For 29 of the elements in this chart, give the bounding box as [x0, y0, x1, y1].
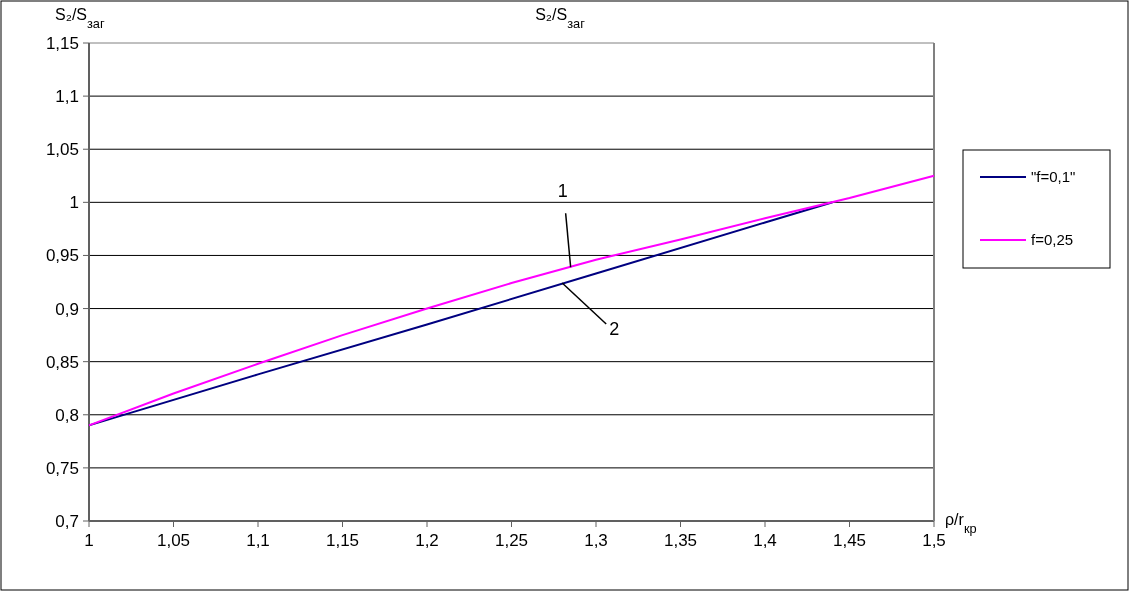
- x-tick-label: 1,1: [246, 531, 270, 550]
- y-tick-label: 1,05: [45, 140, 79, 160]
- y-tick-label: 0,95: [45, 246, 79, 266]
- x-axis-title: ρ/r$_{кр}$: [945, 511, 977, 536]
- y-tick-label: 0,7: [55, 511, 79, 531]
- x-tick-label: 1,05: [156, 531, 191, 550]
- y-tick-label: 1: [69, 193, 79, 213]
- line-series: [88, 174, 935, 427]
- y-axis-title: S₂/S$_{заг}$: [55, 6, 105, 31]
- x-tick-label: 1,45: [832, 531, 867, 550]
- x-tick-label: 1,3: [584, 531, 608, 550]
- x-tick-label: 1,35: [663, 531, 698, 550]
- chart-title: S₂/S$_{заг}$: [535, 6, 586, 31]
- x-tick-label: 1,5: [922, 531, 946, 550]
- legend-label: f=0,25: [1031, 231, 1074, 249]
- annotation: 2: [609, 319, 620, 340]
- x-tick-label: 1,4: [753, 531, 777, 550]
- legend-label: "f=0,1": [1031, 168, 1076, 186]
- y-tick-label: 0,75: [45, 458, 79, 478]
- y-tick-label: 0,9: [55, 299, 79, 319]
- x-tick-label: 1,2: [415, 531, 439, 550]
- x-tick-label: 1,25: [494, 531, 529, 550]
- annotation: 1: [557, 181, 568, 202]
- y-tick-label: 0,8: [55, 405, 79, 425]
- x-tick-label: 1: [84, 531, 94, 550]
- y-tick-label: 0,85: [45, 352, 79, 372]
- y-tick-label: 1,15: [45, 33, 79, 53]
- x-tick-label: 1,15: [325, 531, 360, 550]
- y-tick-label: 1,1: [55, 87, 79, 107]
